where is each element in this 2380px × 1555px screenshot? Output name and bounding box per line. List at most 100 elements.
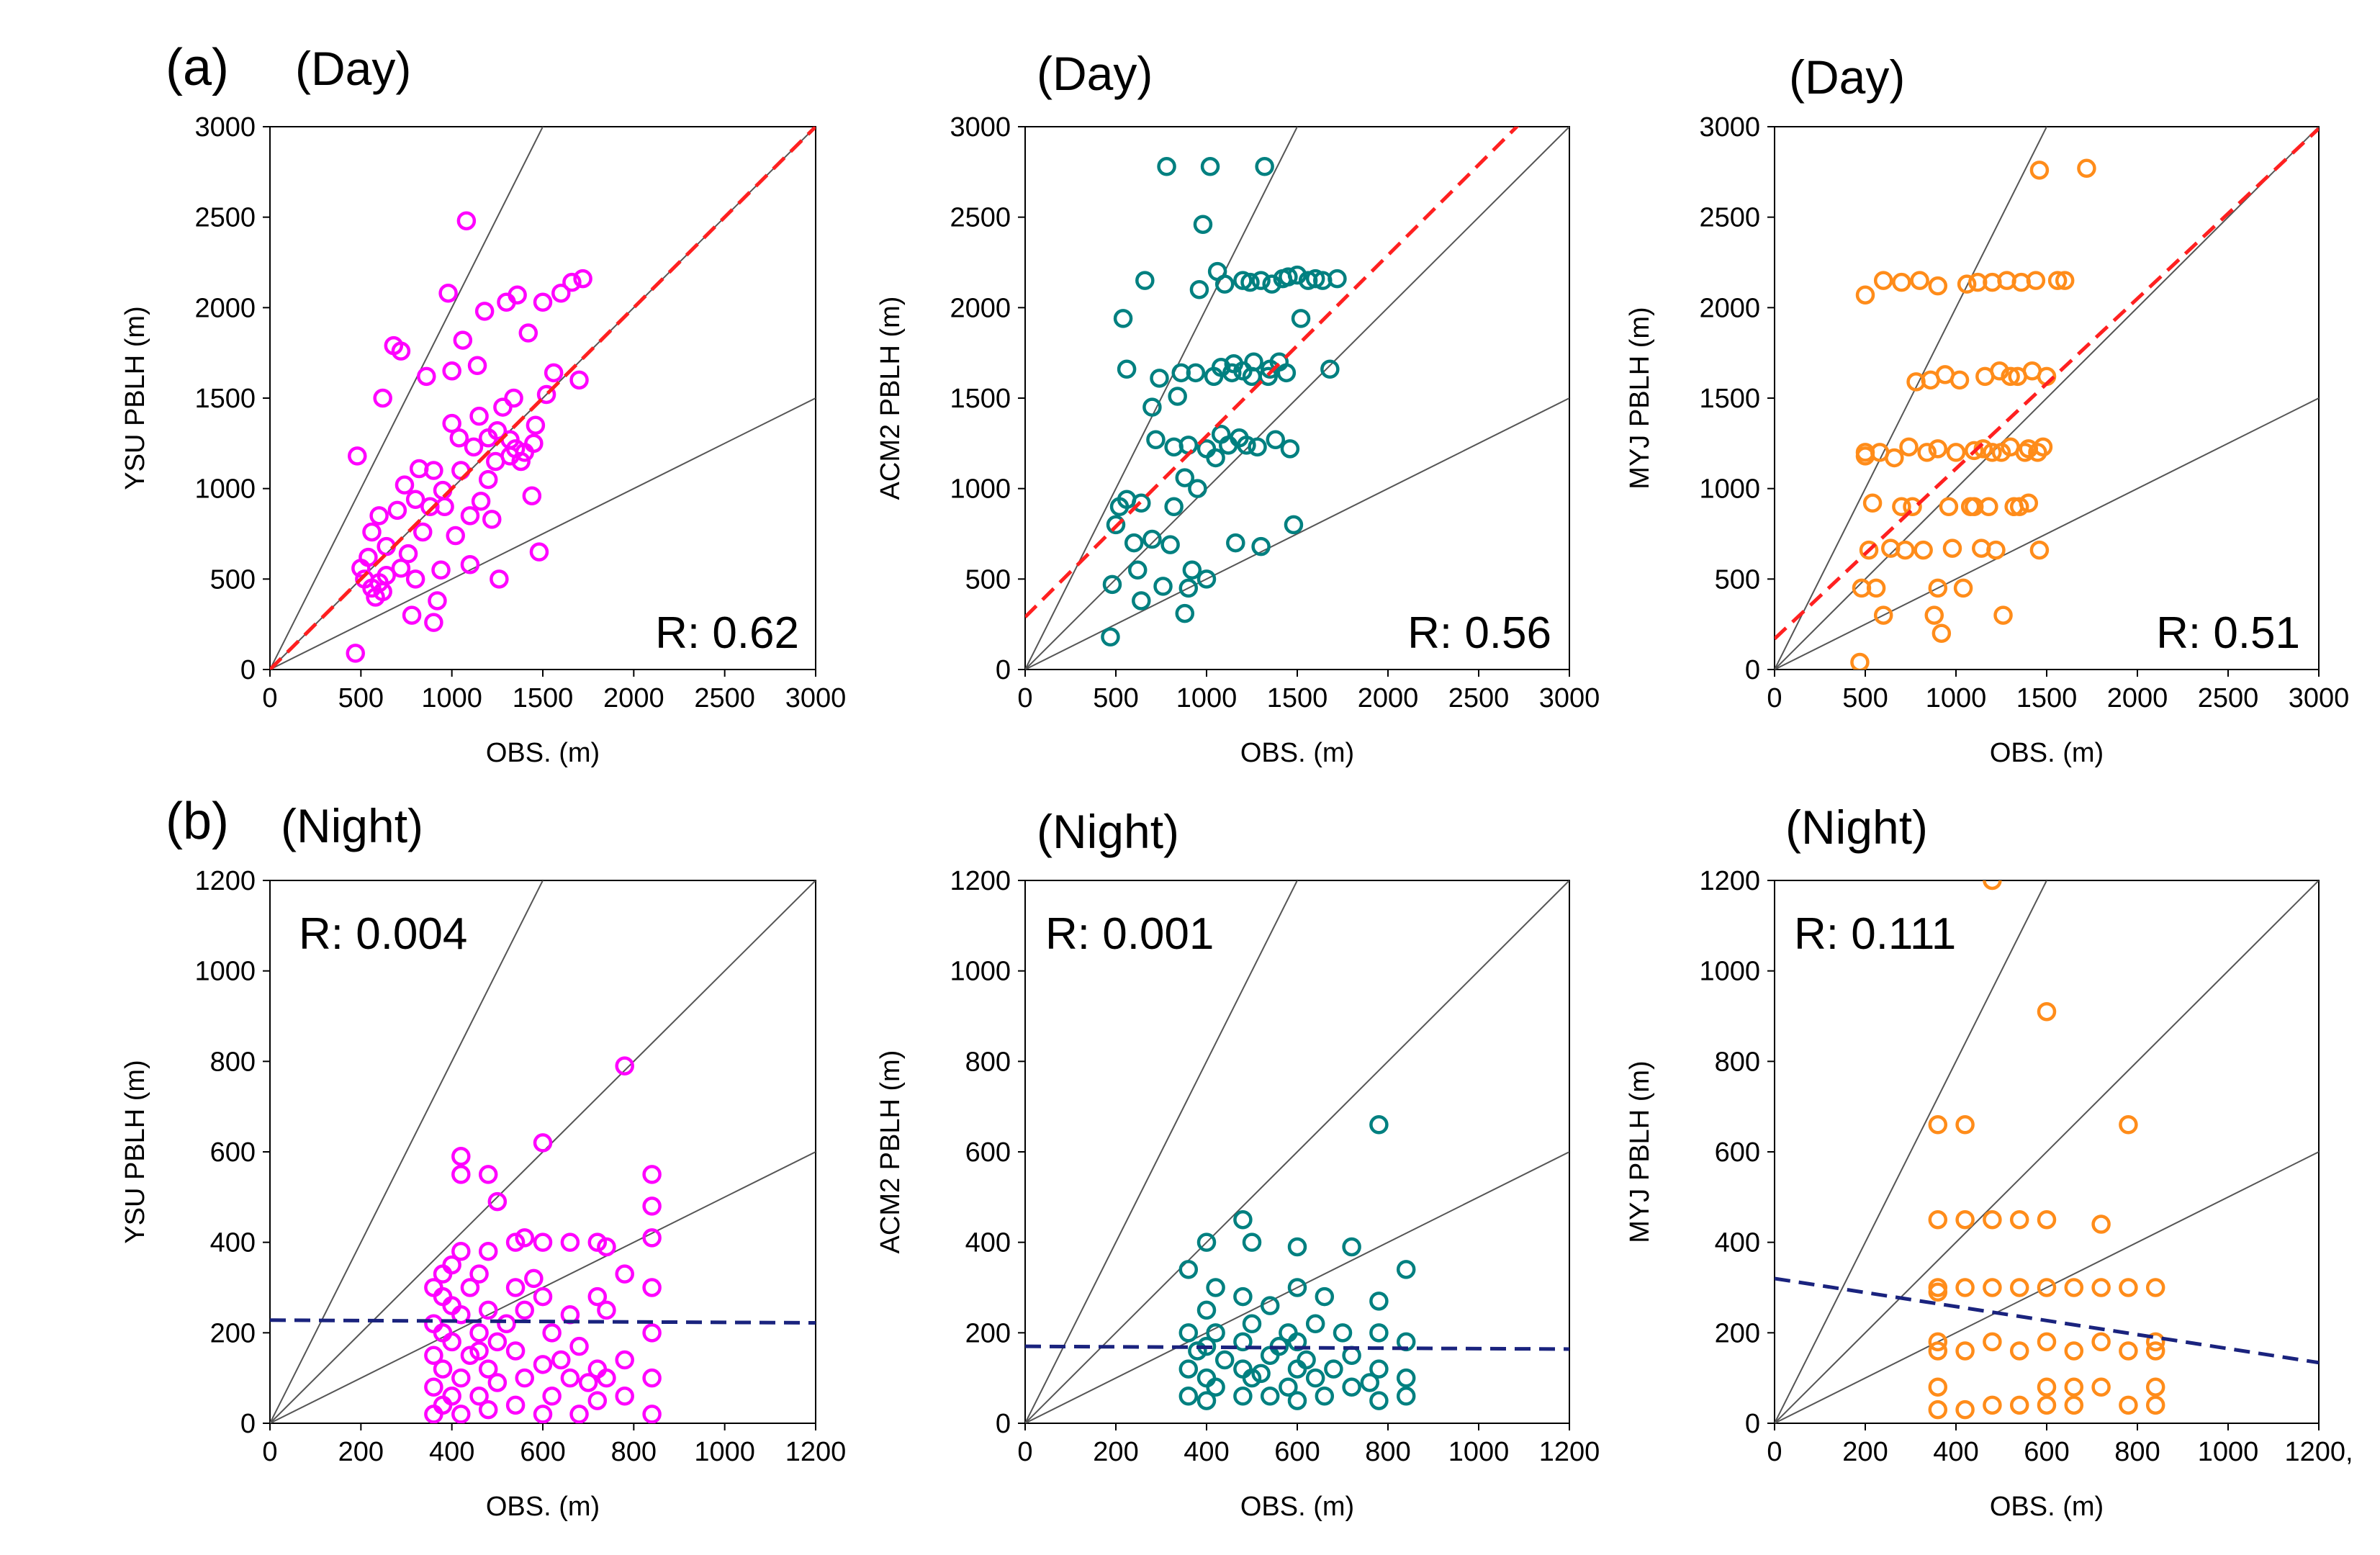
data-point <box>442 1296 461 1315</box>
fit-line <box>1025 1344 1569 1351</box>
data-point <box>2119 1395 2138 1415</box>
data-point <box>373 388 392 408</box>
data-point <box>478 469 498 490</box>
x-tick-label: 3000 <box>2289 683 2350 713</box>
y-tick-label: 400 <box>1715 1228 1760 1258</box>
chart-night-acm2: 0 200 400 600 800 1000 1200 0 200 400 600 800 1000 12… <box>875 805 1600 1522</box>
y-tick-label: 0 <box>1745 655 1760 685</box>
data-point <box>369 506 389 526</box>
y-tick-label: 3000 <box>1699 112 1760 143</box>
panel-label-a: (a) <box>166 39 229 96</box>
data-point <box>405 569 425 589</box>
data-point <box>1211 358 1231 377</box>
data-point <box>453 330 473 350</box>
x-tick-label: 1000 <box>421 683 482 713</box>
data-point <box>402 605 422 625</box>
data-point <box>1928 276 1948 296</box>
ref-line-slope-0.5 <box>1775 1151 2319 1423</box>
data-point <box>2064 1395 2084 1415</box>
data-point <box>533 1355 553 1374</box>
data-point <box>2037 1278 2057 1297</box>
data-point <box>460 1278 480 1297</box>
y-tick-label: 500 <box>210 564 256 595</box>
data-point <box>478 428 498 448</box>
data-point <box>424 1314 443 1334</box>
fit-line <box>1775 127 2319 641</box>
x-axis-label: OBS. (m) <box>486 1492 600 1522</box>
data-point <box>1242 1232 1262 1252</box>
data-point <box>433 1264 453 1284</box>
y-tick-label: 500 <box>1715 564 1760 595</box>
x-tick-label: 3000 <box>785 683 847 713</box>
chart-day-myj: 0 500 1000 1500 2000 2500 3000 0 500 1000 1500 2000… <box>1625 50 2350 768</box>
y-tick-label: 800 <box>210 1047 256 1077</box>
x-tick-label: 400 <box>1184 1437 1229 1467</box>
data-point <box>1186 363 1206 383</box>
plot-area <box>1775 880 2319 1423</box>
data-point <box>642 1278 662 1297</box>
x-tick-label: 1000 <box>1176 683 1238 713</box>
r-value-label: R: 0.51 <box>2156 608 2300 658</box>
x-tick-label: 0 <box>1767 1437 1782 1467</box>
data-point <box>1369 1359 1389 1379</box>
y-tick-label: 800 <box>965 1047 1011 1077</box>
data-point <box>1178 1323 1199 1343</box>
data-point <box>1873 271 1893 290</box>
data-point <box>1287 265 1307 285</box>
data-point <box>1287 1278 1307 1297</box>
data-point <box>1899 437 1919 457</box>
data-point <box>1964 497 1984 517</box>
x-tick-label: 200 <box>338 1437 384 1467</box>
fit-line <box>270 1318 816 1325</box>
data-point <box>533 1133 553 1153</box>
x-axis-label: OBS. (m) <box>1990 1492 2104 1522</box>
ref-line-slope-1 <box>1025 880 1569 1423</box>
data-point <box>2009 1210 2029 1230</box>
data-point <box>642 1196 662 1216</box>
data-point <box>504 388 523 408</box>
data-point <box>1932 623 1952 643</box>
data-point <box>1233 1359 1253 1379</box>
data-point <box>2009 497 2029 517</box>
data-point <box>2145 1278 2165 1297</box>
data-point <box>469 1264 489 1284</box>
data-point <box>1942 538 1962 558</box>
data-point <box>1178 1387 1199 1406</box>
data-point <box>1196 1368 1217 1388</box>
ref-line-slope-1 <box>270 127 816 670</box>
chart-title: (Day) <box>1789 50 1905 104</box>
data-point <box>346 644 366 663</box>
data-point <box>642 1165 662 1184</box>
data-point <box>2091 1278 2111 1297</box>
y-tick-label: 500 <box>965 564 1011 595</box>
data-point <box>1928 1210 1948 1230</box>
plot-area <box>270 880 816 1423</box>
data-point <box>1206 1323 1225 1343</box>
data-point <box>1369 1391 1389 1410</box>
x-tick-label: 1000 <box>1926 683 1987 713</box>
data-point <box>1946 443 1966 462</box>
data-point <box>505 1341 526 1361</box>
data-point <box>1305 1368 1325 1388</box>
x-tick-label: 0 <box>1017 683 1032 713</box>
data-point <box>642 1228 662 1248</box>
data-point <box>1196 1391 1217 1410</box>
data-point <box>1360 1373 1380 1392</box>
y-tick-label: 0 <box>996 1409 1011 1439</box>
data-point <box>1983 1332 2002 1352</box>
data-point <box>1928 578 1948 598</box>
data-point <box>1896 540 1915 560</box>
x-tick-label: 1500 <box>1267 683 1328 713</box>
data-point <box>1214 1350 1235 1370</box>
data-point <box>1983 880 2002 891</box>
data-point <box>442 413 461 433</box>
y-tick-label: 1000 <box>194 474 256 505</box>
data-point <box>1178 578 1199 598</box>
y-tick-label: 400 <box>210 1228 256 1258</box>
data-point <box>1928 1332 1948 1352</box>
data-point <box>424 1346 443 1365</box>
data-point <box>573 269 592 289</box>
data-point <box>1991 443 2011 462</box>
data-point <box>2091 1214 2111 1234</box>
data-point <box>542 1323 562 1343</box>
